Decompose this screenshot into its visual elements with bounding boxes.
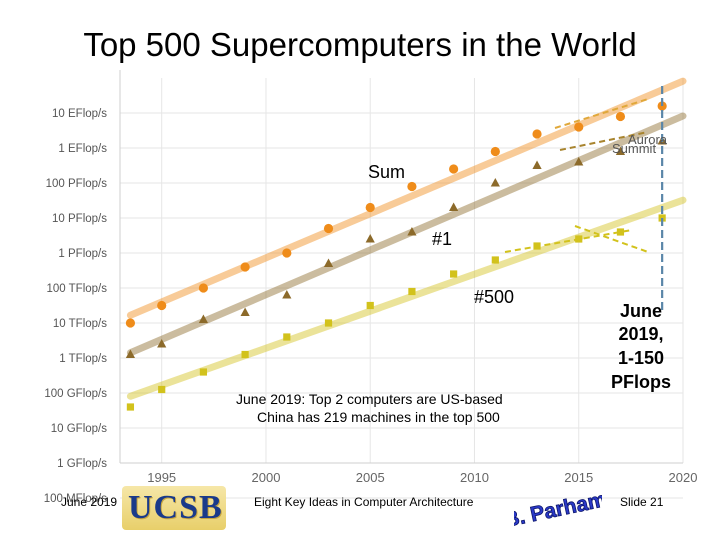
sum-point xyxy=(240,262,250,272)
june-label-line-3: 1-150 xyxy=(617,348,665,368)
x-tick-labels: 1995 2000 2005 2010 2015 2020 xyxy=(147,470,697,485)
n500-projection xyxy=(504,229,633,253)
y-tick-label: 10 EFlop/s xyxy=(52,108,107,120)
y-tick-label: 10 PFlop/s xyxy=(52,213,107,225)
y-tick-label: 10 GFlop/s xyxy=(51,423,107,435)
y-tick-labels: 10 EFlop/s 1 EFlop/s 100 PFlop/s 10 PFlop/s… xyxy=(44,108,108,505)
x-tick-label: 2015 xyxy=(564,470,593,485)
footer-date: June 2019 xyxy=(61,495,118,509)
n1-point xyxy=(407,227,417,236)
n500-label: #500 xyxy=(474,287,515,307)
n500-point xyxy=(491,256,499,264)
june-label-line-1: June xyxy=(619,301,662,321)
n500-point xyxy=(241,350,249,359)
n500-point xyxy=(324,319,333,327)
sum-label: Sum xyxy=(368,162,406,182)
sum-point xyxy=(490,146,500,157)
y-tick-label: 1 EFlop/s xyxy=(58,143,107,155)
sum-projection xyxy=(554,98,649,129)
n500-point xyxy=(158,385,166,394)
june-label-line-4: PFlops xyxy=(610,372,671,392)
chart-grid xyxy=(119,70,684,499)
y-tick-label: 100 PFlop/s xyxy=(46,178,108,190)
y-tick-label: 10 TFlop/s xyxy=(53,318,107,330)
n1-point xyxy=(282,290,292,299)
trend-band-2 xyxy=(126,196,687,400)
n1-projection xyxy=(559,131,649,151)
n500-point xyxy=(616,228,625,236)
n1-point xyxy=(157,339,167,348)
n1-point xyxy=(449,202,459,211)
sum-point xyxy=(365,202,375,213)
n1-point xyxy=(240,307,250,316)
n1-label: #1 xyxy=(432,229,453,249)
n1-point xyxy=(615,146,626,155)
point-label-aurora: Aurora xyxy=(628,132,668,147)
author-logo: B. Parhami xyxy=(514,486,602,532)
y-tick-label: 100 MFlop/s xyxy=(44,493,108,505)
n500-point xyxy=(199,368,208,376)
n500-point xyxy=(126,403,135,411)
trend-bands xyxy=(126,77,687,400)
x-tick-label: 2000 xyxy=(252,470,281,485)
y-tick-label: 1 GFlop/s xyxy=(57,458,107,470)
n500-point xyxy=(283,333,291,341)
y-tick-label: 100 TFlop/s xyxy=(46,283,107,295)
data-points xyxy=(125,101,667,411)
y-tick-label: 1 PFlop/s xyxy=(58,248,107,260)
trend-band-1 xyxy=(126,112,687,357)
x-tick-label: 2010 xyxy=(460,470,489,485)
sum-point xyxy=(198,283,209,293)
n1-point xyxy=(365,234,375,243)
y-tick-label: 100 GFlop/s xyxy=(44,388,107,400)
footer-course: Eight Key Ideas in Computer Architecture xyxy=(254,495,474,509)
y-tick-label: 1 TFlop/s xyxy=(59,353,107,365)
sum-point xyxy=(125,318,136,328)
trend-band-0 xyxy=(126,77,687,319)
june-label-line-2: 2019, xyxy=(618,324,664,344)
n1-point xyxy=(198,314,209,323)
x-tick-label: 2005 xyxy=(356,470,385,485)
sum-point xyxy=(407,181,417,192)
n500-point xyxy=(408,287,416,296)
sum-point xyxy=(282,248,292,258)
sum-point xyxy=(574,122,584,132)
n1-point xyxy=(532,160,542,169)
sum-point xyxy=(532,129,542,139)
sum-point xyxy=(449,164,459,174)
x-tick-label: 1995 xyxy=(147,470,176,485)
footer-slide-number: Slide 21 xyxy=(620,495,664,509)
note-line-1: June 2019: Top 2 computers are US-based xyxy=(236,391,503,407)
sum-point xyxy=(615,111,626,122)
n1-point xyxy=(490,178,500,187)
sum-point xyxy=(157,300,167,311)
n1-point xyxy=(323,258,334,267)
n500-point xyxy=(366,301,374,310)
n500-projection-2 xyxy=(574,225,649,253)
note-line-2: China has 219 machines in the top 500 xyxy=(257,409,500,425)
sum-point xyxy=(323,223,334,234)
svg-text:B. Parhami: B. Parhami xyxy=(514,487,602,532)
point-label-summit: Summit xyxy=(612,141,656,156)
n1-point xyxy=(125,349,136,358)
ucsb-logo: UCSB xyxy=(122,486,226,530)
x-tick-label: 2020 xyxy=(669,470,698,485)
n500-point xyxy=(450,270,458,278)
n1-point xyxy=(574,157,584,166)
slide-title: Top 500 Supercomputers in the World xyxy=(83,26,637,63)
